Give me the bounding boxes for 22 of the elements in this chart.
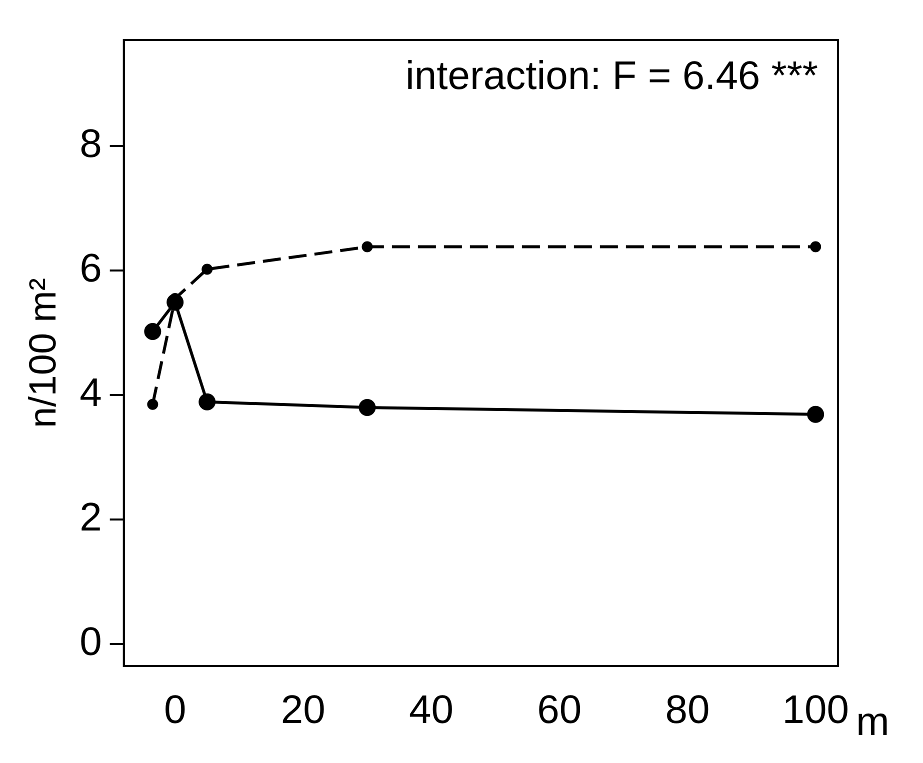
x-tick-label: 100 [782, 688, 849, 732]
x-tick-label: 40 [409, 688, 454, 732]
y-tick-label: 0 [80, 620, 102, 664]
y-axis-title: n/100 m² [22, 278, 64, 428]
point [147, 398, 158, 410]
y-tick-label: 4 [80, 371, 102, 416]
point [198, 393, 216, 410]
x-tick-label: 80 [665, 688, 710, 732]
y-tick-label: 2 [80, 496, 102, 540]
point [810, 241, 822, 252]
x-tick-label: 0 [164, 688, 186, 732]
point [202, 264, 213, 275]
point [358, 399, 376, 416]
y-tick-label: 8 [80, 122, 102, 166]
x-tick-label: 20 [280, 688, 326, 732]
point [144, 323, 162, 340]
y-tick-label: 6 [80, 246, 102, 290]
point [807, 406, 824, 423]
point [362, 241, 373, 252]
x-axis-title: m [856, 700, 890, 744]
x-tick-label: 60 [537, 688, 582, 732]
annotation: interaction: F = 6.46 *** [406, 54, 818, 98]
